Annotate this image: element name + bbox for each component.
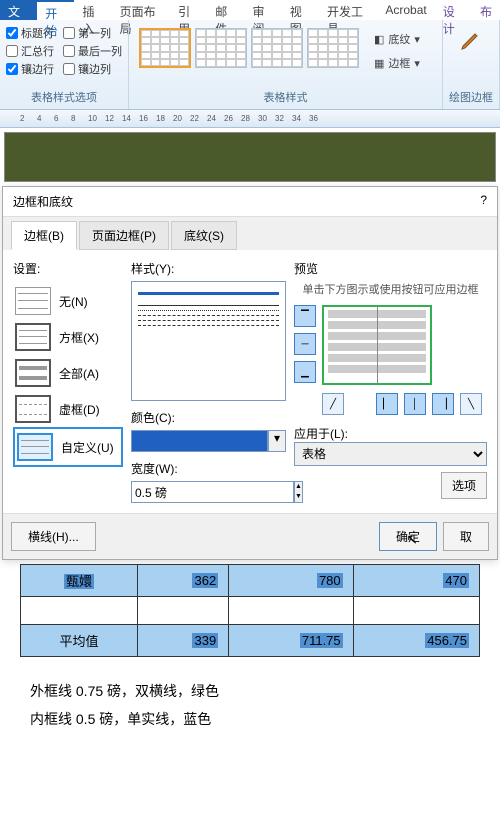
note-line-2: 内框线 0.5 磅，单实线，蓝色	[30, 705, 470, 733]
ok-btn[interactable]: 确定↖	[379, 522, 437, 551]
tab-home[interactable]: 开始	[37, 0, 74, 20]
chk-lastcol[interactable]	[63, 45, 75, 57]
group-style-options: 标题行 第一列 汇总行 最后一列 镶边行 镶边列 表格样式选项	[0, 20, 129, 109]
preview-box[interactable]	[322, 305, 432, 385]
setting-grid[interactable]: 虚框(D)	[13, 391, 123, 427]
table-style-gallery[interactable]	[135, 24, 363, 78]
group1-label: 表格样式选项	[6, 89, 122, 105]
pv-left[interactable]: ▏	[376, 393, 398, 415]
tab-file[interactable]: 文件	[0, 0, 37, 20]
setting-custom[interactable]: 自定义(U)	[13, 427, 123, 467]
borders-dialog: 边框和底纹 ? 边框(B) 页面边框(P) 底纹(S) 设置: 无(N) 方框(…	[2, 186, 498, 560]
btn-draw-border[interactable]	[449, 24, 493, 59]
btn-shading[interactable]: ◧ 底纹 ▾	[367, 28, 427, 50]
color-label: 颜色(C):	[131, 409, 286, 426]
tab-dev[interactable]: 开发工具	[319, 0, 377, 20]
dlg-tab-page[interactable]: 页面边框(P)	[79, 221, 169, 250]
group2-label: 表格样式	[135, 89, 436, 105]
lbl-total: 汇总行	[21, 43, 54, 59]
table-row: 甄嬛 362 780 470	[21, 565, 480, 597]
ribbon-tabs: 文件 开始 插入 页面布局 引用 邮件 审阅 视图 开发工具 Acrobat 设…	[0, 0, 500, 20]
tab-view[interactable]: 视图	[282, 0, 319, 20]
apply-select[interactable]: 表格	[294, 442, 487, 466]
pv-bottom[interactable]: ▁	[294, 361, 316, 383]
pv-top[interactable]: ▔	[294, 305, 316, 327]
tab-ref[interactable]: 引用	[170, 0, 207, 20]
table-row	[21, 597, 480, 625]
color-dropdown[interactable]: ▾	[268, 430, 286, 452]
dlg-tab-border[interactable]: 边框(B)	[11, 221, 77, 250]
table-row: 平均值 339 711.75 456.75	[21, 625, 480, 657]
style-list[interactable]	[131, 281, 286, 401]
ribbon-body: 标题行 第一列 汇总行 最后一列 镶边行 镶边列 表格样式选项 ◧ 底纹 ▾ ▦ 边框…	[0, 20, 500, 110]
note-line-1: 外框线 0.75 磅，双横线，绿色	[30, 677, 470, 705]
dialog-title: 边框和底纹	[13, 193, 73, 210]
tab-mail[interactable]: 邮件	[207, 0, 244, 20]
tab-acrobat[interactable]: Acrobat	[377, 0, 434, 20]
tab-review[interactable]: 审阅	[245, 0, 282, 20]
horiz-line-btn[interactable]: 横线(H)...	[11, 522, 96, 551]
dlg-tab-shading[interactable]: 底纹(S)	[171, 221, 237, 250]
lbl-banded-row: 镶边行	[21, 61, 54, 77]
lbl-banded-col: 镶边列	[78, 61, 111, 77]
group-draw-borders: 绘图边框	[443, 20, 500, 109]
apply-label: 应用于(L):	[294, 425, 487, 442]
pv-diag2[interactable]: ╲	[460, 393, 482, 415]
tab-insert[interactable]: 插入	[74, 0, 111, 20]
notes: 外框线 0.75 磅，双横线，绿色 内框线 0.5 磅，单实线，蓝色	[30, 677, 470, 733]
document-area	[4, 132, 496, 182]
btn-border[interactable]: ▦ 边框 ▾	[367, 52, 427, 74]
settings-label: 设置:	[13, 260, 123, 277]
setting-all[interactable]: 全部(A)	[13, 355, 123, 391]
cancel-btn[interactable]: 取	[443, 522, 489, 551]
lbl-firstcol: 第一列	[78, 25, 111, 41]
chk-banded-row[interactable]	[6, 63, 18, 75]
help-icon[interactable]: ?	[480, 193, 487, 210]
tab-tlayout[interactable]: 布	[472, 0, 500, 20]
chk-firstcol[interactable]	[63, 27, 75, 39]
group3-label: 绘图边框	[449, 89, 493, 105]
style-label: 样式(Y):	[131, 260, 286, 277]
width-label: 宽度(W):	[131, 460, 286, 477]
pv-right[interactable]: ▕	[432, 393, 454, 415]
ruler: 24681012141618202224262830323436	[0, 110, 500, 128]
lbl-header: 标题行	[21, 25, 54, 41]
setting-box[interactable]: 方框(X)	[13, 319, 123, 355]
preview-hint: 单击下方图示或使用按钮可应用边框	[294, 281, 487, 297]
tab-layout[interactable]: 页面布局	[112, 0, 170, 20]
cursor-icon: ↖	[406, 531, 418, 548]
pv-diag[interactable]: ╱	[322, 393, 344, 415]
pv-vmid[interactable]: │	[404, 393, 426, 415]
data-table: 甄嬛 362 780 470 平均值 339 711.75 456.75	[20, 564, 480, 657]
pv-hmid[interactable]: ─	[294, 333, 316, 355]
chk-banded-col[interactable]	[63, 63, 75, 75]
width-input[interactable]	[131, 481, 294, 503]
chk-total[interactable]	[6, 45, 18, 57]
chk-header[interactable]	[6, 27, 18, 39]
group-table-styles: ◧ 底纹 ▾ ▦ 边框 ▾ 表格样式	[129, 20, 443, 109]
lbl-lastcol: 最后一列	[78, 43, 122, 59]
color-swatch[interactable]	[131, 430, 268, 452]
setting-none[interactable]: 无(N)	[13, 283, 123, 319]
preview-label: 预览	[294, 260, 487, 277]
options-btn[interactable]: 选项	[441, 472, 487, 499]
tab-design[interactable]: 设计	[435, 0, 472, 20]
